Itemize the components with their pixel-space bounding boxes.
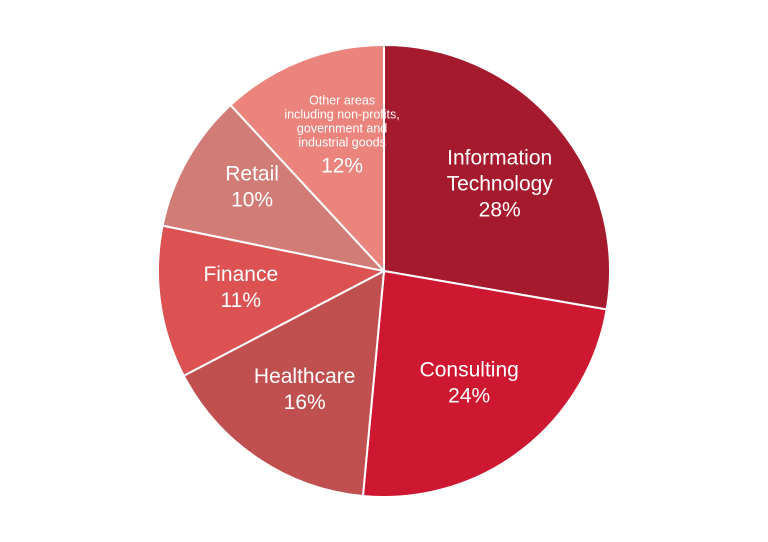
slice-value-label: 24% <box>448 384 490 407</box>
slice-value-label: 28% <box>479 199 521 222</box>
slice-label-line: including non-profits, <box>284 107 399 121</box>
slice-label-line: Retail <box>225 163 279 186</box>
slice-label: Healthcare <box>254 365 356 388</box>
pie-slice-consulting <box>361 269 608 498</box>
slice-label: Other areas including non-profits, governm… <box>284 93 399 149</box>
slice-label-line: government and <box>297 121 387 135</box>
slice-label-line: Information <box>447 147 552 170</box>
slice-value-label: 11% <box>221 289 261 312</box>
slice-label-line: Technology <box>447 173 554 196</box>
pie-slice-finance <box>157 224 387 378</box>
slice-value-label: 16% <box>284 391 326 414</box>
slice-label: Finance <box>203 263 278 286</box>
pie-slice-information-technology <box>383 43 611 311</box>
slice-label: Information Technology <box>447 147 554 196</box>
slice-label: Consulting <box>420 358 519 381</box>
pie-slice-healthcare <box>182 269 386 498</box>
slice-label-line: Other areas <box>309 93 375 107</box>
pie-slice-retail <box>161 103 387 273</box>
pie-slices <box>157 43 611 498</box>
slice-label-line: Finance <box>203 263 278 286</box>
slice-label-line: Healthcare <box>254 365 356 388</box>
slice-value-label: 10% <box>231 189 273 212</box>
slice-label: Retail <box>225 163 279 186</box>
slice-value-label: 12% <box>321 154 363 177</box>
slice-label-line: Consulting <box>420 358 519 381</box>
pie-labels: Information Technology 28% Consulting 24% Hea… <box>203 93 553 414</box>
slice-label-line: industrial goods <box>298 135 386 149</box>
pie-slice-other-areas <box>229 43 385 274</box>
